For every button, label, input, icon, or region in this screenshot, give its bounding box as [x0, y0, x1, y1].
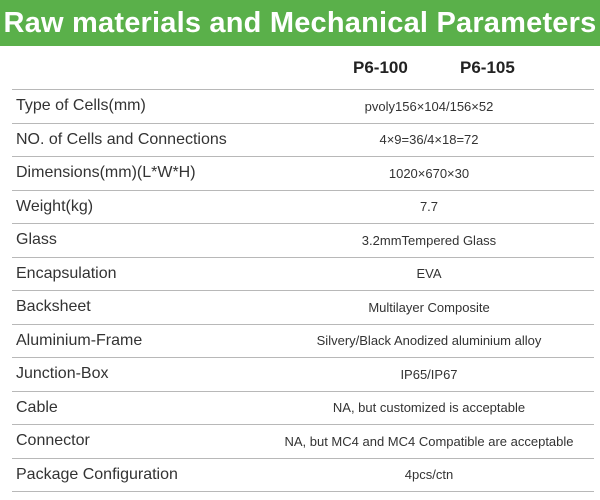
- row-label: Weight(kg): [16, 197, 94, 215]
- row-label: Glass: [16, 231, 57, 249]
- row-value: Multilayer Composite: [368, 299, 490, 315]
- title-banner: Raw materials and Mechanical Parameters: [0, 0, 600, 46]
- row-label: Dimensions(mm)(L*W*H): [16, 164, 196, 182]
- model-name: P6-105: [460, 58, 515, 77]
- row-value: EVA: [416, 266, 442, 282]
- table-row: Connector NA, but MC4 and MC4 Compatible…: [12, 425, 594, 459]
- model-header: P6-100 P6-105: [0, 58, 600, 82]
- page-title: Raw materials and Mechanical Parameters: [3, 6, 597, 39]
- row-label: Junction-Box: [16, 365, 109, 383]
- table-row: Glass 3.2mmTempered Glass: [12, 224, 594, 258]
- row-value: Silvery/Black Anodized aluminium alloy: [316, 333, 542, 349]
- row-label: Package Configuration: [16, 465, 178, 483]
- row-label: Connector: [16, 432, 90, 450]
- row-label: Encapsulation: [16, 264, 117, 282]
- row-value: 4×9=36/4×18=72: [379, 132, 479, 148]
- table-row: Dimensions(mm)(L*W*H) 1020×670×30: [12, 157, 594, 191]
- row-label: Type of Cells(mm): [16, 97, 146, 115]
- table-row: Backsheet Multilayer Composite: [12, 291, 594, 325]
- table-row: Type of Cells(mm) pvoly156×104/156×52: [12, 90, 594, 124]
- table-row: Encapsulation EVA: [12, 258, 594, 291]
- table-row: Package Configuration 4pcs/ctn: [12, 459, 594, 492]
- row-label: Backsheet: [16, 298, 91, 316]
- table-row: Weight(kg) 7.7: [12, 191, 594, 224]
- row-label: Cable: [16, 398, 58, 416]
- row-label: NO. of Cells and Connections: [16, 130, 227, 148]
- row-value: NA, but customized is acceptable: [332, 400, 526, 416]
- table-row: Cable NA, but customized is acceptable: [12, 392, 594, 425]
- table-row: Aluminium-Frame Silvery/Black Anodized a…: [12, 325, 594, 358]
- table-row: NO. of Cells and Connections 4×9=36/4×18…: [12, 124, 594, 157]
- row-label: Aluminium-Frame: [16, 331, 143, 349]
- row-value: 4pcs/ctn: [404, 467, 454, 483]
- row-value: IP65/IP67: [400, 366, 458, 382]
- spec-table: Type of Cells(mm) pvoly156×104/156×52 NO…: [12, 89, 594, 492]
- row-value: 3.2mmTempered Glass: [361, 232, 497, 248]
- row-value: 7.7: [419, 199, 439, 215]
- table-row: Junction-Box IP65/IP67: [12, 358, 594, 392]
- row-value: pvoly156×104/156×52: [364, 98, 494, 114]
- row-value: NA, but MC4 and MC4 Compatible are accep…: [284, 433, 574, 449]
- row-value: 1020×670×30: [388, 165, 470, 181]
- model-name: P6-100: [353, 58, 408, 77]
